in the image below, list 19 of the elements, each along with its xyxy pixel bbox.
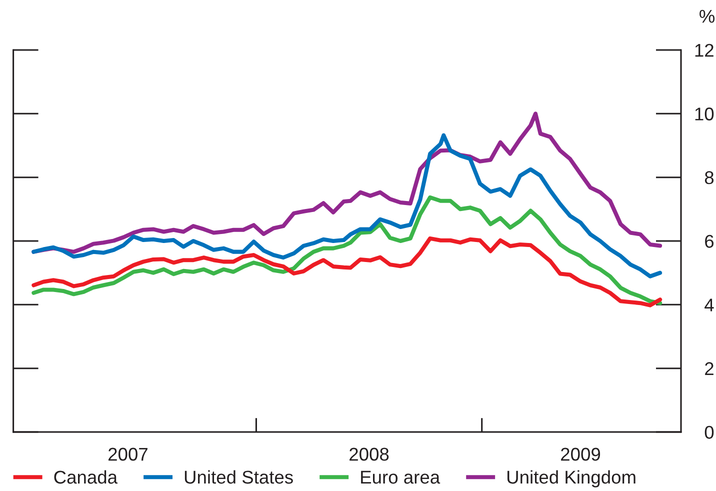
y-tick-label: 2 [705,362,714,375]
x-tick-label: 2007 [108,448,148,461]
legend-label: Canada [54,470,118,484]
line-series [32,195,662,306]
y-tick-label: 8 [704,171,714,184]
y-tick-label: 12 [695,44,714,57]
legend-label: United Kingdom [507,470,636,488]
legend-label: Euro area [361,470,440,484]
y-tick-label: 0 [704,426,714,439]
line-series [32,133,662,278]
y-tick-label: 4 [704,298,714,312]
x-tick-label: 2009 [561,448,600,461]
y-tick-label: 6 [705,234,714,248]
legend-label: United States [184,470,293,484]
y-axis-title: % [700,10,715,23]
y-tick-label: 10 [695,108,714,120]
x-tick-label: 2008 [350,448,389,461]
line-series [32,112,662,254]
line-series [32,236,662,308]
